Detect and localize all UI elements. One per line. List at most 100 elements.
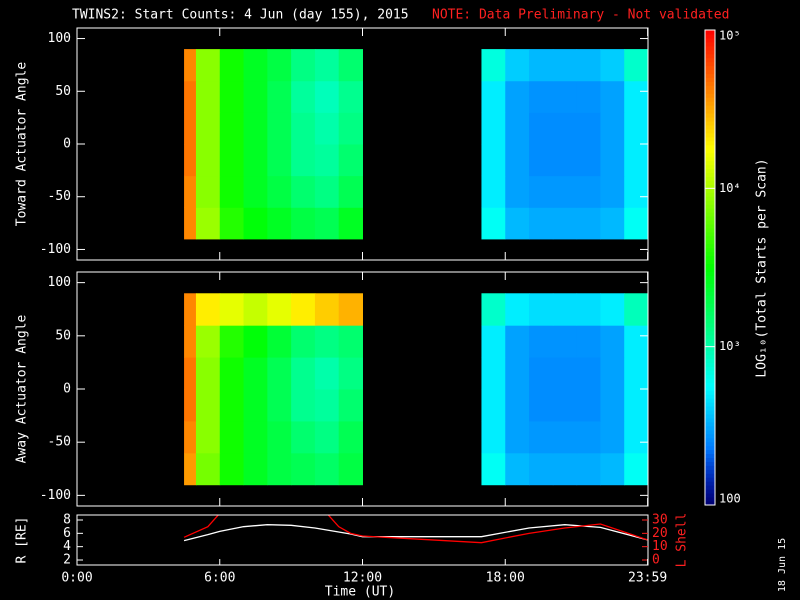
heatmap-cell	[243, 144, 268, 177]
heatmap-cell	[624, 80, 649, 113]
heatmap-cell	[243, 325, 268, 358]
colorbar-segment	[705, 374, 715, 379]
colorbar-segment	[705, 57, 715, 63]
heatmap-cell	[505, 293, 530, 326]
colorbar-segment	[705, 132, 715, 138]
heatmap-cell	[219, 357, 245, 390]
colorbar-segment	[705, 152, 715, 158]
colorbar-segment	[705, 322, 715, 328]
x-tick-label: 6:00	[204, 571, 235, 586]
colorbar-segment	[705, 73, 715, 78]
colorbar-segment	[705, 299, 715, 304]
y-tick-label: 50	[55, 328, 71, 343]
heatmap-cell	[219, 175, 245, 208]
colorbar-segment	[705, 204, 715, 209]
colorbar-segment	[705, 413, 715, 419]
heatmap-cell	[505, 49, 530, 82]
heatmap-cell	[184, 207, 197, 240]
heatmap-cell	[624, 420, 649, 454]
colorbar-segment	[705, 85, 715, 90]
y-tick-label: 100	[48, 31, 71, 46]
heatmap-cell	[291, 144, 316, 177]
y-axis-label: R [RE]	[15, 517, 30, 564]
heatmap-cell	[505, 452, 530, 486]
heatmap-cell	[243, 420, 268, 454]
heatmap-cell	[243, 175, 268, 208]
heatmap-cell	[195, 49, 221, 82]
heatmap-cell	[291, 112, 316, 145]
heatmap-cell	[600, 112, 625, 145]
colorbar-segment	[705, 394, 715, 399]
colorbar-segment	[705, 318, 715, 324]
colorbar-segment	[705, 251, 715, 257]
heatmap-cell	[219, 144, 245, 177]
heatmap-cell	[338, 293, 363, 326]
y-tick-label: 0	[63, 137, 71, 152]
heatmap-cell	[338, 175, 363, 208]
heatmap-cell	[184, 389, 197, 422]
heatmap-cell	[267, 112, 292, 145]
colorbar-segment	[705, 493, 715, 498]
y-tick-label: 50	[55, 84, 71, 99]
colorbar-segment	[705, 497, 715, 502]
colorbar-segment	[705, 101, 715, 106]
colorbar-segment	[705, 311, 715, 316]
heatmap-cell	[529, 80, 554, 113]
heatmap-cell	[552, 293, 578, 326]
heatmap-cell	[552, 389, 578, 422]
heatmap-cell	[624, 325, 649, 358]
heatmap-cell	[243, 207, 268, 240]
y-axis-label: Away Actuator Angle	[15, 314, 30, 463]
colorbar-segment	[705, 136, 715, 142]
colorbar-segment	[705, 334, 715, 340]
chart-note: NOTE: Data Preliminary - Not validated	[432, 8, 729, 23]
colorbar-segment	[705, 449, 715, 455]
heatmap-cell	[184, 144, 197, 177]
heatmap-cell	[195, 325, 221, 358]
colorbar-segment	[705, 489, 715, 494]
colorbar-segment	[705, 279, 715, 284]
heatmap-cell	[529, 389, 554, 422]
heatmap-cell	[291, 207, 316, 240]
heatmap-cell	[219, 80, 245, 113]
heatmap-cell	[505, 325, 530, 358]
colorbar-segment	[705, 410, 715, 415]
heatmap-cell	[219, 325, 245, 358]
heatmap-cell	[291, 357, 316, 390]
colorbar-segment	[705, 295, 715, 300]
heatmap-cell	[624, 357, 649, 390]
colorbar-segment	[705, 378, 715, 383]
heatmap-cell	[314, 293, 340, 326]
colorbar-segment	[705, 421, 715, 427]
y-tick-label: 2	[63, 553, 71, 568]
heatmap-cell	[338, 357, 363, 390]
heatmap-cell	[219, 207, 245, 240]
colorbar-label: LOG₁₀(Total Starts per Scan)	[755, 158, 770, 377]
colorbar-segment	[705, 37, 715, 43]
heatmap-cell	[529, 112, 554, 145]
heatmap-cell	[481, 144, 506, 177]
colorbar-segment	[705, 433, 715, 439]
heatmap-cell	[529, 293, 554, 326]
heatmap-cell	[624, 293, 649, 326]
heatmap-cell	[243, 49, 268, 82]
heatmap-cell	[267, 293, 292, 326]
colorbar-segment	[705, 231, 715, 237]
colorbar-segment	[705, 160, 715, 166]
heatmap-cell	[314, 389, 340, 422]
colorbar-segment	[705, 291, 715, 296]
colorbar-segment	[705, 121, 715, 126]
timestamp: 18 Jun 15	[777, 538, 788, 592]
heatmap-cell	[195, 293, 221, 326]
heatmap-cell	[505, 420, 530, 454]
heatmap-cell	[600, 293, 625, 326]
colorbar-segment	[705, 354, 715, 360]
heatmap-cell	[576, 452, 601, 486]
colorbar-segment	[705, 77, 715, 82]
colorbar-segment	[705, 220, 715, 225]
y-tick-label: -50	[48, 189, 71, 204]
colorbar-segment	[705, 425, 715, 431]
colorbar-segment	[705, 465, 715, 470]
colorbar-segment	[705, 275, 715, 280]
colorbar-segment	[705, 287, 715, 292]
